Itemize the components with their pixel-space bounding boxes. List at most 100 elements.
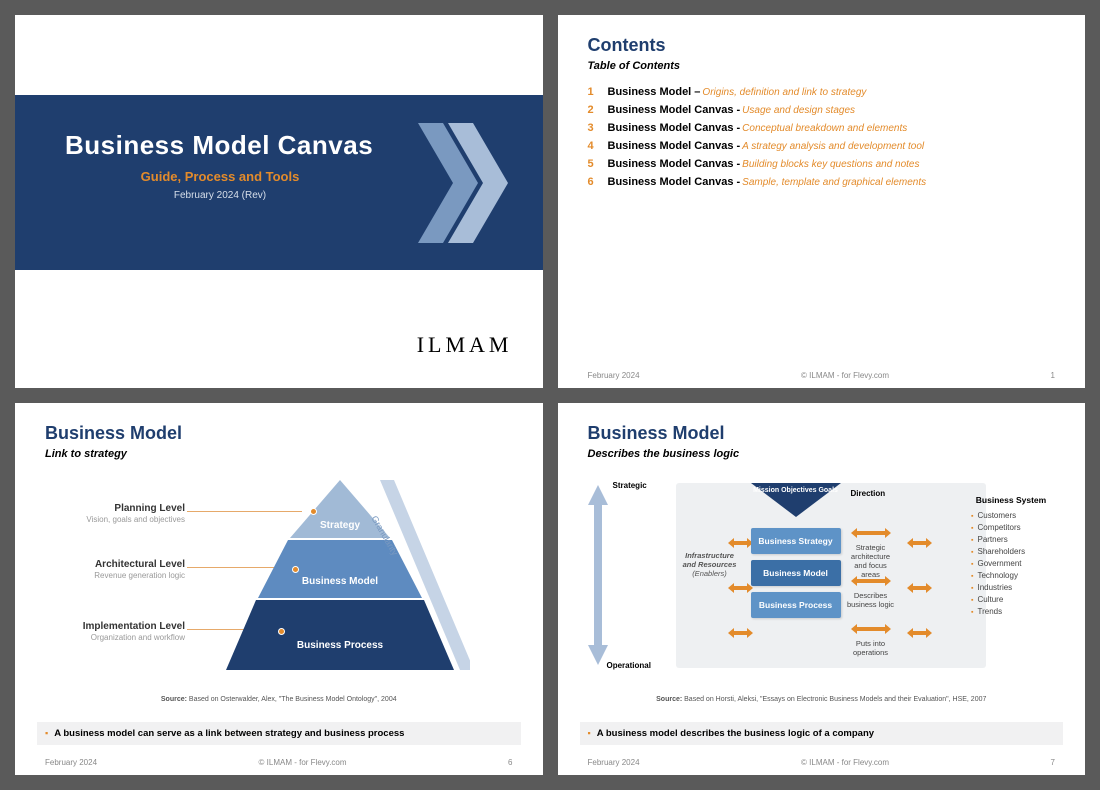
toc-desc: A strategy analysis and development tool [742,141,924,152]
s3-body: Planning LevelVision, goals and objectiv… [15,475,543,706]
summary: A business model can serve as a link bet… [37,722,521,745]
logic-panel: Infrastructure and Resources (Enablers) … [676,483,986,668]
toc-list: 1Business Model – Origins, definition an… [558,86,1086,188]
infra-label: Infrastructure and Resources (Enablers) [680,551,740,578]
pyramid-dot [278,628,285,635]
toc-item: 4Business Model Canvas - A strategy anal… [588,140,1056,152]
toc-desc: Usage and design stages [742,105,855,116]
footer-copyright: © ILMAM - for Flevy.com [801,758,889,767]
toc-title: Business Model Canvas - [608,158,741,170]
toc-number: 5 [588,158,608,170]
arrow-icon [851,528,891,538]
toc-number: 4 [588,140,608,152]
box-strategy: Business Strategy [751,528,841,554]
direction-label: Direction [851,489,886,498]
box-model: Business Model [751,560,841,586]
level-planning: Planning LevelVision, goals and objectiv… [55,503,185,524]
toc-item: 3Business Model Canvas - Conceptual brea… [588,122,1056,134]
toc-heading: Contents [558,15,1086,60]
page-number: 7 [1051,758,1055,767]
box-process: Business Process [751,592,841,618]
slide-footer: February 2024 © ILMAM - for Flevy.com 6 [15,758,543,767]
mission-label: Mission Objectives Goals [751,487,841,495]
system-item: Technology [971,571,1051,580]
page-number: 1 [1051,371,1055,380]
toc-item: 5Business Model Canvas - Building blocks… [588,158,1056,170]
title-date: February 2024 (Rev) [65,190,375,201]
slide-toc: Contents Table of Contents 1Business Mod… [558,15,1086,388]
toc-desc: Sample, template and graphical elements [742,177,926,188]
vertical-arrow-icon [588,485,608,665]
s4-heading: Business Model [558,403,1086,448]
layer-strategy: Strategy [210,520,470,531]
desc-strategy: Strategic architecture and focus areas [846,525,896,579]
system-item: Competitors [971,523,1051,532]
source-note: Source: Based on Osterwalder, Alex, "The… [15,696,543,703]
footer-copyright: © ILMAM - for Flevy.com [801,371,889,380]
chevron-icon [418,123,508,243]
slide-logic: Business Model Describes the business lo… [558,403,1086,776]
system-item: Trends [971,607,1051,616]
toc-desc: Origins, definition and link to strategy [702,87,866,98]
footer-date: February 2024 [45,758,97,767]
level-architectural: Architectural LevelRevenue generation lo… [55,559,185,580]
pyramid: Strategy Business Model Business Process… [210,480,470,670]
toc-item: 1Business Model – Origins, definition an… [588,86,1056,98]
pyramid-dot [292,566,299,573]
footer-date: February 2024 [588,371,640,380]
system-item: Culture [971,595,1051,604]
toc-number: 1 [588,86,608,98]
source-note: Source: Based on Horsti, Aleksi, "Essays… [558,696,1086,703]
system-item: Shareholders [971,547,1051,556]
level-implementation: Implementation LevelOrganization and wor… [55,621,185,642]
system-item: Industries [971,583,1051,592]
system-item: Partners [971,535,1051,544]
toc-desc: Building blocks key questions and notes [742,159,919,170]
toc-item: 6Business Model Canvas - Sample, templat… [588,176,1056,188]
pyramid-dot [310,508,317,515]
arrow-icon [728,628,753,638]
summary: A business model describes the business … [580,722,1064,745]
layer-model: Business Model [210,576,470,587]
right-list-title: Business System [971,495,1051,505]
axis-strategic: Strategic [613,481,647,490]
footer-copyright: © ILMAM - for Flevy.com [259,758,347,767]
s4-body: Strategic Operational Infrastructure and… [558,475,1086,706]
arrow-icon [851,624,891,634]
toc-number: 2 [588,104,608,116]
desc-model: Describes business logic [846,573,896,609]
toc-number: 6 [588,176,608,188]
slide-title: Business Model Canvas Guide, Process and… [15,15,543,388]
arrow-icon [728,583,753,593]
toc-item: 2Business Model Canvas - Usage and desig… [588,104,1056,116]
axis-operational: Operational [607,661,651,670]
slide-pyramid: Business Model Link to strategy Planning… [15,403,543,776]
toc-title: Business Model Canvas - [608,176,741,188]
arrow-icon [907,628,932,638]
title-band: Business Model Canvas Guide, Process and… [15,95,543,270]
toc-number: 3 [588,122,608,134]
arrow-icon [907,538,932,548]
footer-date: February 2024 [588,758,640,767]
toc-title: Business Model Canvas - [608,140,741,152]
toc-title: Business Model Canvas - [608,104,741,116]
business-system-list: Business System Customers Competitors Part… [971,495,1051,619]
toc-title: Business Model Canvas - [608,122,741,134]
arrow-icon [728,538,753,548]
s3-subhead: Link to strategy [15,448,543,474]
s4-subhead: Describes the business logic [558,448,1086,474]
system-item: Government [971,559,1051,568]
desc-process: Puts into operations [846,621,896,657]
arrow-icon [851,576,891,586]
brand-logo: ILMAM [417,332,513,358]
s3-heading: Business Model [15,403,543,448]
page-number: 6 [508,758,512,767]
center-column: Mission Objectives Goals Business Strate… [751,483,841,619]
arrow-icon [907,583,932,593]
toc-title: Business Model – [608,86,701,98]
slide-footer: February 2024 © ILMAM - for Flevy.com 7 [558,758,1086,767]
subtitle: Guide, Process and Tools [65,169,375,184]
system-item: Customers [971,511,1051,520]
toc-desc: Conceptual breakdown and elements [742,123,907,134]
slide-footer: February 2024 © ILMAM - for Flevy.com 1 [558,371,1086,380]
